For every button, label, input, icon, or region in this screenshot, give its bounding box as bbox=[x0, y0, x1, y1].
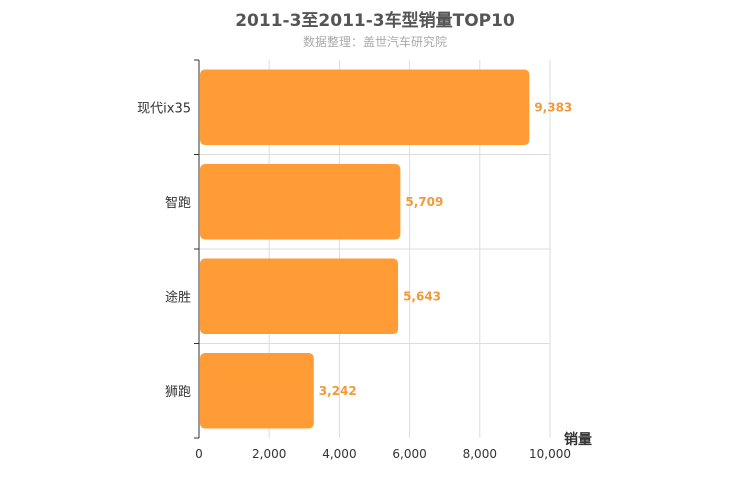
bar[interactable] bbox=[200, 258, 399, 335]
bar[interactable] bbox=[200, 352, 314, 429]
data-label: 5,709 bbox=[405, 195, 443, 209]
x-tick-label: 6,000 bbox=[392, 447, 426, 461]
x-tick-label: 2,000 bbox=[252, 447, 286, 461]
category-label: 途胜 bbox=[165, 289, 191, 305]
axes bbox=[194, 59, 200, 439]
x-tick-label: 0 bbox=[195, 447, 203, 461]
bar[interactable] bbox=[200, 69, 530, 146]
category-label: 狮跑 bbox=[165, 385, 191, 400]
x-tick-label: 10,000 bbox=[529, 447, 571, 461]
data-label: 9,383 bbox=[534, 100, 572, 114]
data-label: 5,643 bbox=[403, 289, 441, 303]
x-axis-title: 销量 bbox=[564, 431, 592, 448]
chart-title: 2011-3至2011-3车型销量TOP10 bbox=[235, 11, 515, 31]
labels: 0 2,000 4,000 6,000 8,000 10,000 9,383 现代ix35 5,… bbox=[137, 100, 592, 461]
x-tick-label: 4,000 bbox=[322, 447, 356, 461]
x-tick-label: 8,000 bbox=[463, 447, 497, 461]
data-label: 3,242 bbox=[319, 384, 357, 398]
bar[interactable] bbox=[200, 163, 401, 240]
chart-subtitle: 数据整理：盖世汽车研究院 bbox=[302, 35, 447, 49]
category-label: 智跑 bbox=[165, 196, 191, 211]
category-label: 现代ix35 bbox=[137, 101, 191, 116]
bars bbox=[200, 69, 530, 429]
